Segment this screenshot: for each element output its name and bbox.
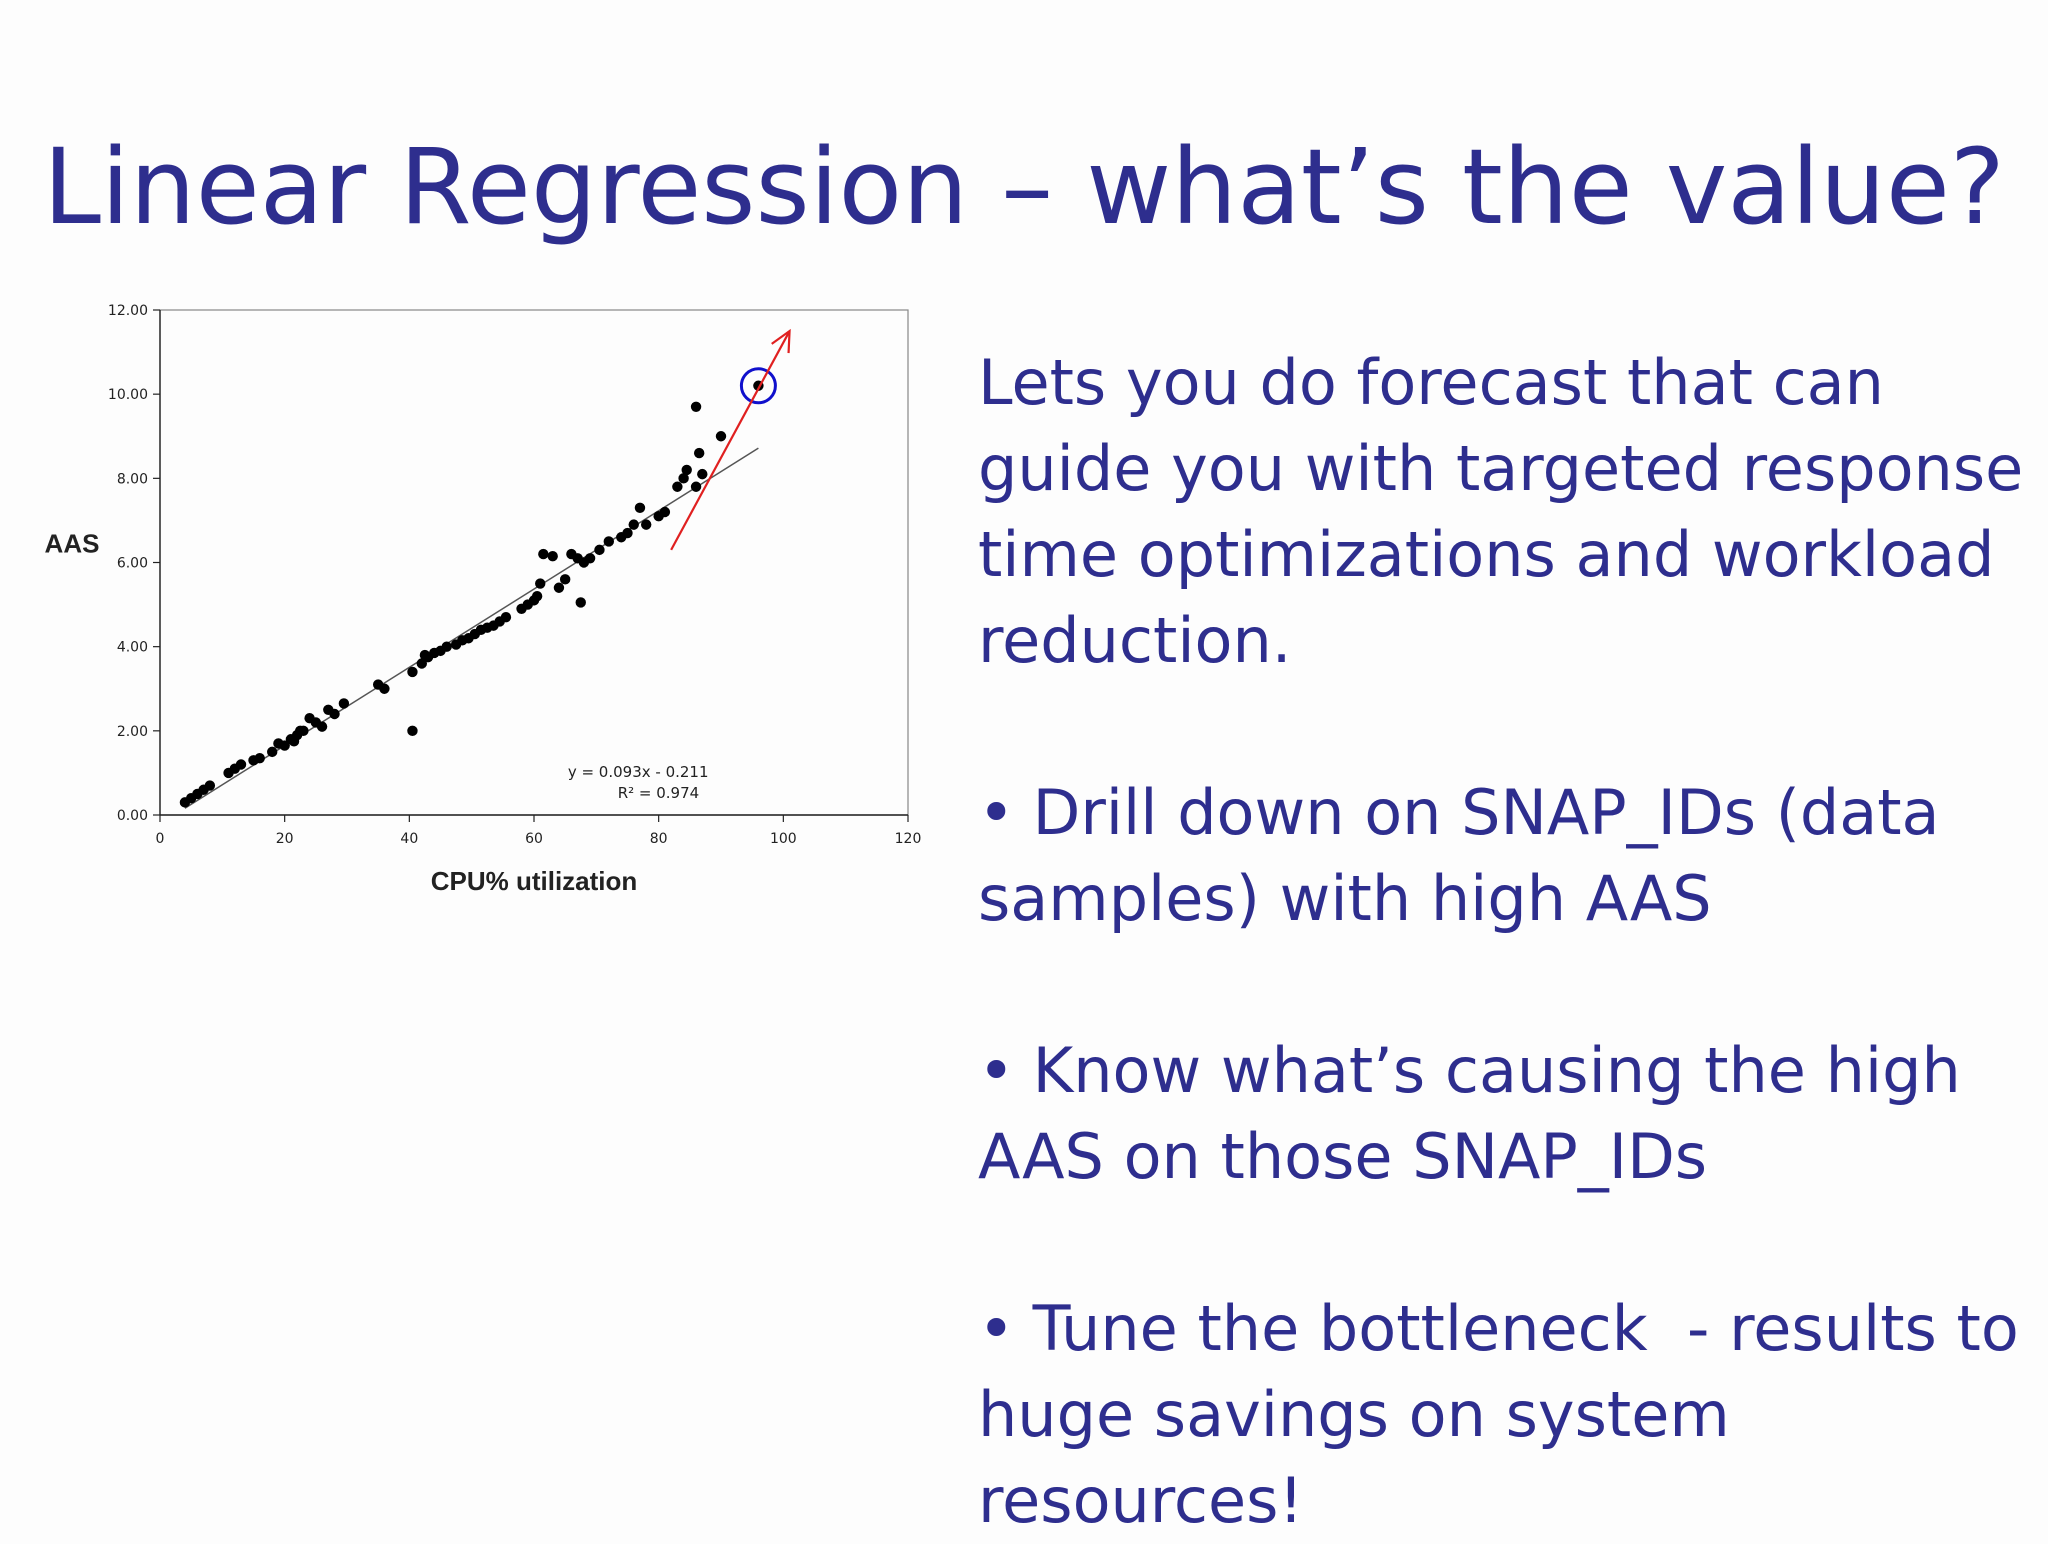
- data-point: [267, 746, 278, 758]
- data-point: [298, 725, 309, 737]
- bullet-item: • Know what’s causing the high AAS on tho…: [978, 1028, 2028, 1200]
- data-point: [628, 519, 639, 530]
- annotation-layer: [670, 328, 791, 551]
- x-tick-label: 80: [650, 831, 668, 847]
- bullet-text: Tune the bottleneck - results to huge sa…: [978, 1292, 2039, 1537]
- y-tick-label: 4.00: [117, 640, 148, 656]
- data-point: [407, 666, 418, 678]
- slide-content: Lets you do forecast that can guide you …: [978, 340, 2028, 1544]
- forecast-arrow: [670, 330, 791, 551]
- highlight-circle: [739, 367, 777, 405]
- data-point: [559, 574, 571, 585]
- x-tick-label: 120: [895, 831, 922, 847]
- data-point: [338, 698, 350, 709]
- x-tick-label: 40: [400, 831, 418, 847]
- y-tick-label: 8.00: [117, 471, 148, 487]
- x-tick-label: 20: [276, 831, 294, 847]
- data-point: [641, 519, 652, 530]
- slide-title: Linear Regression – what’s the value?: [42, 126, 2006, 248]
- data-point: [500, 612, 512, 623]
- data-point: [678, 473, 689, 484]
- intro-paragraph: Lets you do forecast that can guide you …: [978, 346, 2024, 677]
- bullet-item: • Tune the bottleneck - results to huge s…: [978, 1286, 2028, 1544]
- data-point: [634, 502, 646, 513]
- y-tick-label: 10.00: [108, 387, 148, 403]
- y-tick-label: 2.00: [117, 724, 148, 740]
- forecast-arrow-head: [771, 328, 791, 354]
- data-point: [441, 641, 452, 652]
- data-point: [235, 759, 247, 770]
- data-point: [622, 527, 633, 539]
- points-layer: [179, 380, 764, 808]
- data-point: [594, 544, 605, 556]
- bullet-dot: •: [978, 1292, 1015, 1365]
- data-point: [254, 752, 265, 764]
- data-point: [575, 597, 586, 608]
- trendline-equation: y = 0.093x - 0.211: [568, 763, 709, 781]
- x-axis-title: CPU% utilization: [431, 866, 638, 896]
- bullet-item: • Drill down on SNAP_IDs (data samples) w…: [978, 770, 2028, 942]
- plot-area-border: [159, 309, 909, 816]
- chart-svg: 0.00 2.00 4.00 6.00 8.00 10.00 12.00 0 20 40 60 80 1…: [45, 303, 922, 896]
- data-point: [535, 578, 546, 589]
- y-tick-label: 0.00: [117, 808, 148, 824]
- x-tick-label: 0: [156, 831, 165, 847]
- data-point: [547, 550, 558, 562]
- y-tick-label: 6.00: [117, 556, 148, 572]
- x-tick-label: 60: [525, 831, 543, 847]
- bullet-text: Drill down on SNAP_IDs (data samples) wi…: [978, 776, 1960, 935]
- data-point: [690, 401, 702, 412]
- data-point: [407, 725, 418, 737]
- x-tick-label: 100: [770, 831, 797, 847]
- data-point: [690, 481, 702, 492]
- bullet-text: Know what’s causing the high AAS on thos…: [978, 1034, 1981, 1193]
- data-point: [316, 721, 328, 732]
- data-point: [329, 708, 340, 720]
- data-point: [659, 506, 671, 518]
- y-axis-title: AAS: [45, 529, 100, 559]
- data-point: [584, 553, 596, 564]
- data-point: [204, 780, 216, 791]
- data-point: [553, 582, 565, 593]
- data-point: [672, 481, 683, 492]
- trendline-r2: R² = 0.974: [618, 784, 699, 802]
- data-point: [603, 536, 614, 547]
- axes-layer: 0.00 2.00 4.00 6.00 8.00 10.00 12.00 0 20 40 60 80 1…: [45, 303, 922, 896]
- data-point: [531, 590, 543, 602]
- bullet-dot: •: [978, 776, 1015, 849]
- bullet-dot: •: [978, 1034, 1015, 1107]
- data-point: [693, 447, 705, 459]
- scatter-chart: 0.00 2.00 4.00 6.00 8.00 10.00 12.00 0 20 40 60 80 1…: [30, 290, 930, 930]
- data-point: [538, 548, 549, 560]
- data-point: [379, 683, 390, 694]
- y-tick-label: 12.00: [108, 303, 148, 319]
- data-point: [697, 468, 708, 480]
- data-point: [681, 464, 692, 476]
- data-point: [715, 431, 727, 442]
